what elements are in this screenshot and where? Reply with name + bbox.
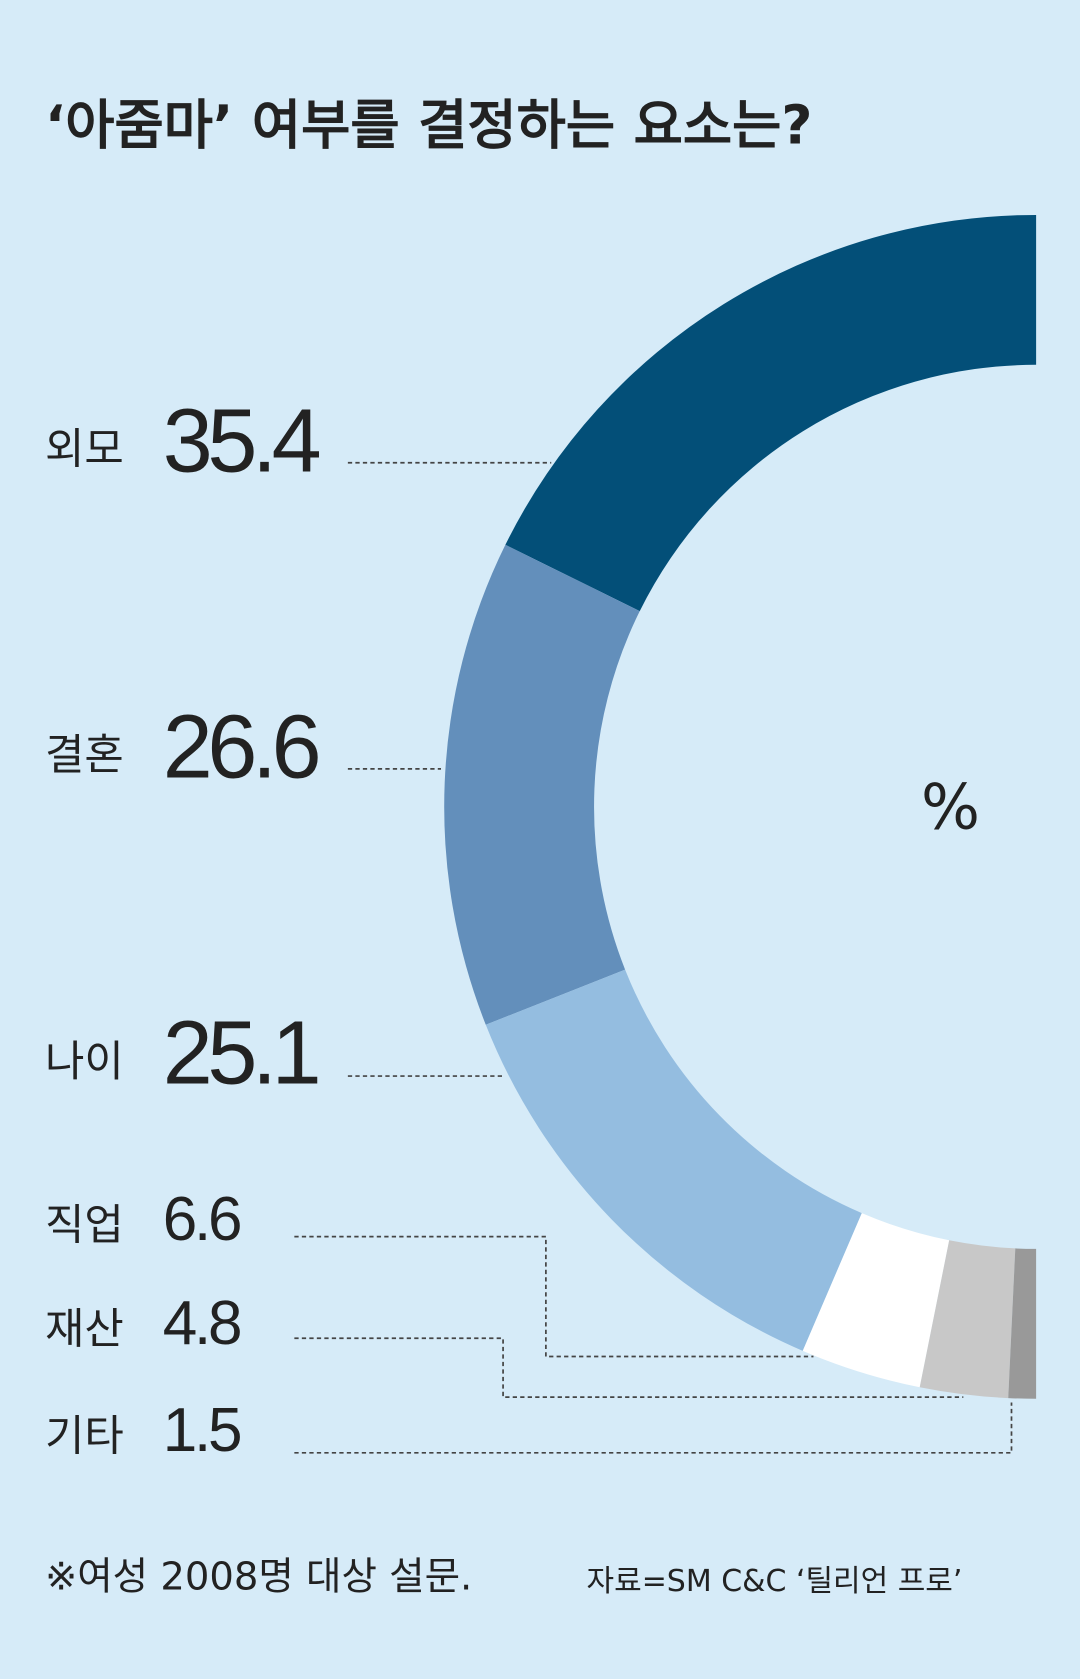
source: 자료=SM C&C ‘틸리언 프로’ [587, 1564, 963, 1599]
donut-segment [505, 214, 1037, 612]
chart-title: ‘아줌마’ 여부를 결정하는 요소는? [45, 93, 812, 156]
category-label: 외모 [45, 425, 124, 475]
leader-line [294, 1402, 1013, 1454]
donut-segment [444, 544, 640, 1025]
donut-segment [802, 1213, 950, 1388]
value-label: 4.8 [163, 1289, 240, 1358]
value-label: 35.4 [163, 391, 320, 491]
category-label: 결혼 [45, 731, 124, 781]
value-label: 25.1 [163, 1004, 318, 1104]
category-label: 나이 [45, 1037, 124, 1087]
donut-segment [919, 1240, 1016, 1399]
category-label: 재산 [45, 1304, 124, 1354]
donut-segment [1008, 1248, 1037, 1399]
category-label: 기타 [45, 1411, 124, 1461]
category-label: 직업 [45, 1201, 124, 1251]
donut-segment [485, 969, 862, 1351]
value-label: 6.6 [163, 1185, 240, 1254]
leader-line [294, 1235, 814, 1358]
unit-label: % [921, 771, 980, 844]
value-label: 26.6 [163, 698, 319, 798]
leader-line [294, 1337, 964, 1399]
footnote: ※여성 2008명 대상 설문. [45, 1555, 472, 1600]
value-label: 1.5 [163, 1396, 240, 1465]
